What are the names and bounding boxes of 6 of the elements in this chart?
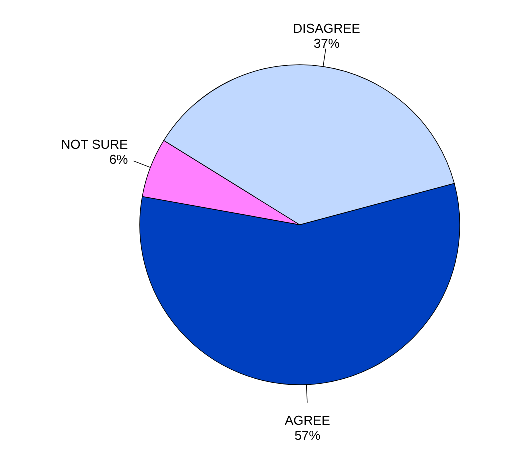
data-label: 37% [314,36,340,51]
data-label: 6% [109,152,129,168]
data-label: 57% [294,428,322,443]
slice-label: AGREE [284,412,331,428]
slice-label: NOT SURE [61,137,129,152]
slice-label: DISAGREE [293,20,361,36]
